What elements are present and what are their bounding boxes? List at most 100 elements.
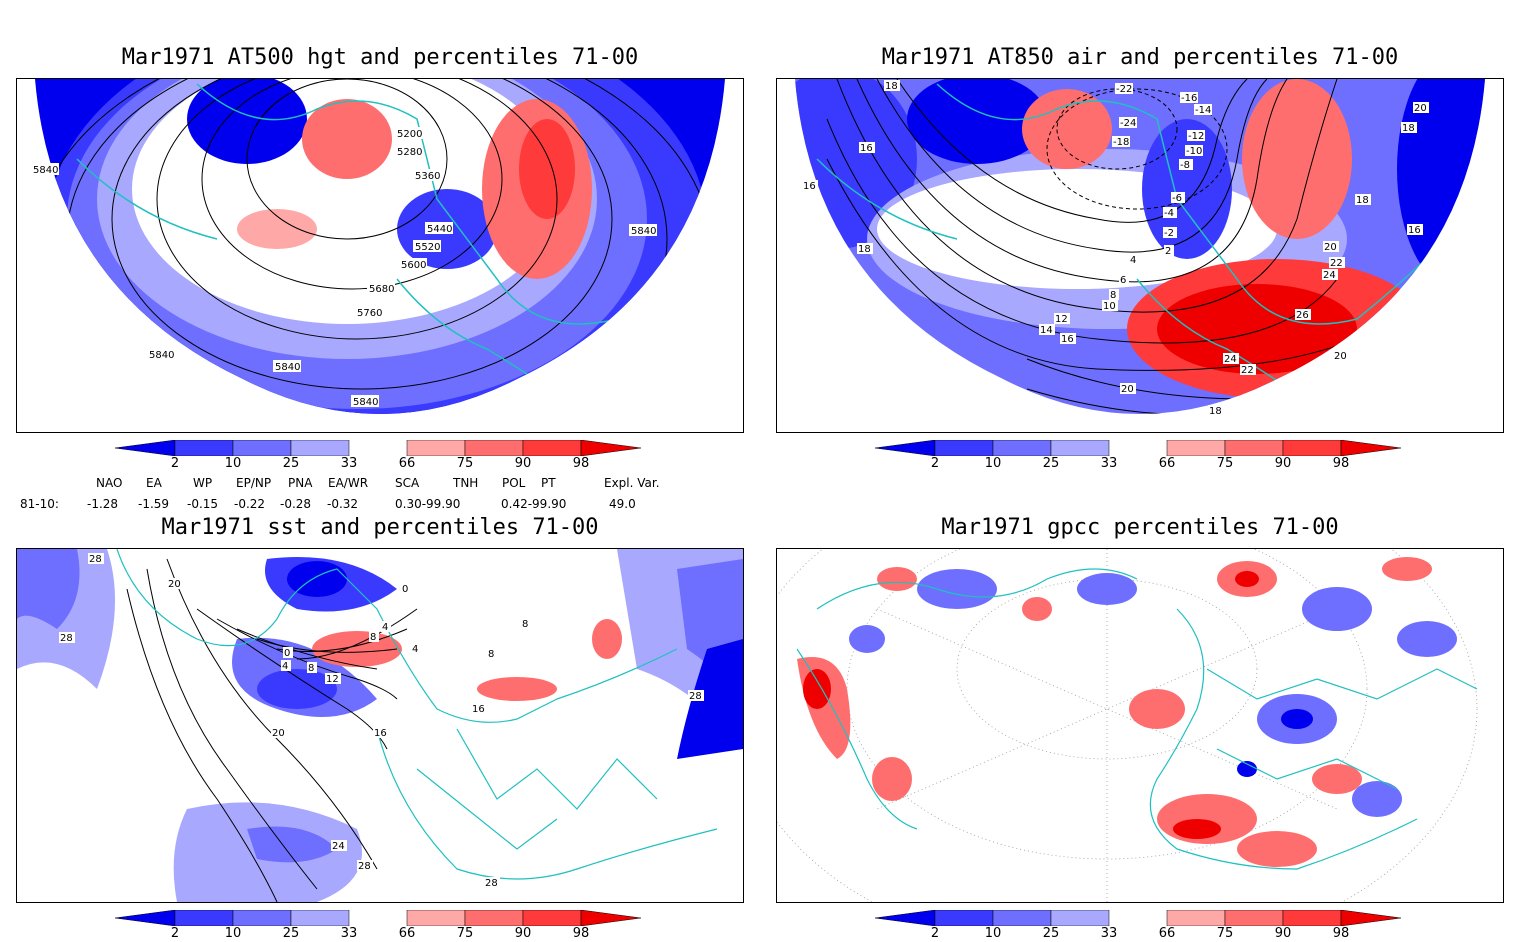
label-6: 6 xyxy=(1119,274,1129,286)
svg-text:5840: 5840 xyxy=(33,165,58,176)
svg-text:16: 16 xyxy=(374,728,387,739)
contour-labels-sst: 28 28 20 0 4 8 12 0 4 8 16 16 20 24 28 2… xyxy=(59,553,704,889)
colorbar-label: 66 xyxy=(1158,456,1176,471)
gpcc-wet-cores xyxy=(803,571,1259,839)
svg-text:5680: 5680 xyxy=(369,284,394,295)
svg-text:20: 20 xyxy=(1334,351,1347,362)
label-minus6: -6 xyxy=(1171,192,1185,204)
label-20-d: 20 xyxy=(1413,102,1429,114)
svg-text:10: 10 xyxy=(1103,301,1116,312)
svg-text:16: 16 xyxy=(1408,225,1421,236)
svg-text:14: 14 xyxy=(1040,325,1053,336)
index-header-nao: NAO xyxy=(96,476,123,490)
label-0-b: 0 xyxy=(401,583,411,595)
svg-text:12: 12 xyxy=(326,674,339,685)
index-header-pna: PNA xyxy=(288,476,313,490)
svg-text:8: 8 xyxy=(370,632,376,643)
teleconnection-indices: NAO EA WP EP/NP PNA EA/WR SCA TNH POL PT… xyxy=(20,474,720,514)
contour-labels-air850: -22 -16 -14 -24 -18 -12 -10 -8 -6 -4 -2 … xyxy=(802,80,1429,417)
index-header-tnh: TNH xyxy=(453,476,479,490)
svg-text:-2: -2 xyxy=(1164,228,1174,239)
label-24-a: 24 xyxy=(1322,269,1338,281)
label-5840-c: 5840 xyxy=(273,360,301,373)
label-20-b: 20 xyxy=(271,727,287,739)
svg-text:24: 24 xyxy=(1323,270,1336,281)
svg-text:8: 8 xyxy=(522,619,528,630)
svg-text:5840: 5840 xyxy=(631,226,656,237)
svg-text:2: 2 xyxy=(1165,246,1171,257)
svg-text:4: 4 xyxy=(412,644,418,655)
label-16-d: 16 xyxy=(1407,224,1423,236)
label-16-b: 16 xyxy=(802,180,818,192)
label-5840-d: 5840 xyxy=(351,395,379,408)
colorbar-hgt500-bar xyxy=(115,440,642,456)
index-header-pt: PT xyxy=(541,476,556,490)
panel-title-gpcc: Mar1971 gpcc percentiles 71-00 xyxy=(941,515,1339,540)
anomaly-high-atlantic xyxy=(237,209,317,249)
anomaly-warm-greenland xyxy=(1022,89,1112,169)
anomaly-high-europe-core xyxy=(519,119,575,219)
svg-text:0: 0 xyxy=(402,584,408,595)
svg-text:-10: -10 xyxy=(1186,146,1202,157)
label-16-c: 16 xyxy=(859,142,875,154)
svg-text:20: 20 xyxy=(1324,242,1337,253)
label-20-c: 20 xyxy=(1333,350,1349,362)
label-18-d: 18 xyxy=(1355,194,1371,206)
svg-text:5280: 5280 xyxy=(397,147,422,158)
colorbar-label: 90 xyxy=(1274,456,1292,471)
label-8-a: 8 xyxy=(307,662,317,674)
colorbar-label: 90 xyxy=(514,926,532,941)
label-8-d: 8 xyxy=(487,648,497,660)
svg-text:18: 18 xyxy=(1356,195,1369,206)
label-14: 14 xyxy=(1039,324,1055,336)
colorbar-label: 33 xyxy=(340,456,358,471)
svg-text:28: 28 xyxy=(89,554,102,565)
index-header-wp: WP xyxy=(193,476,213,490)
label-24-b: 24 xyxy=(1223,353,1239,365)
label-4: 4 xyxy=(1129,254,1139,266)
svg-text:-4: -4 xyxy=(1164,208,1174,219)
svg-text:5360: 5360 xyxy=(415,171,440,182)
label-minus16: -16 xyxy=(1180,92,1198,104)
colorbar-sst-bar xyxy=(115,910,642,926)
colorbar-label: 66 xyxy=(398,926,416,941)
index-value-nao: -1.28 xyxy=(87,497,119,511)
label-28-a: 28 xyxy=(88,553,104,565)
colorbar-label: 98 xyxy=(1332,456,1350,471)
map-hgt500-canvas: 5200 5280 5360 5440 5520 5600 5680 5760 … xyxy=(31,79,725,414)
svg-text:24: 24 xyxy=(332,841,345,852)
label-28-e: 28 xyxy=(688,690,704,702)
label-8: 8 xyxy=(1109,289,1119,301)
label-28-d: 28 xyxy=(484,877,500,889)
svg-text:26: 26 xyxy=(1296,310,1309,321)
colorbar-label: 25 xyxy=(282,926,300,941)
colorbar-gpcc-bar xyxy=(875,910,1402,926)
map-sst: 28 28 20 0 4 8 12 0 4 8 16 16 20 24 28 2… xyxy=(16,548,744,903)
label-0-a: 0 xyxy=(283,647,293,659)
colorbar-label: 10 xyxy=(984,456,1002,471)
svg-text:5840: 5840 xyxy=(149,350,174,361)
colorbar-label: 10 xyxy=(224,926,242,941)
svg-text:24: 24 xyxy=(1224,354,1237,365)
colorbar-label: 98 xyxy=(572,926,590,941)
svg-text:28: 28 xyxy=(689,691,702,702)
label-5280: 5280 xyxy=(395,145,423,158)
svg-text:20: 20 xyxy=(1121,384,1134,395)
label-12: 12 xyxy=(1054,313,1070,325)
label-20-b: 20 xyxy=(1120,383,1136,395)
label-8-c: 8 xyxy=(521,618,531,630)
svg-text:-16: -16 xyxy=(1181,93,1197,104)
svg-text:20: 20 xyxy=(272,728,285,739)
svg-text:-6: -6 xyxy=(1172,193,1182,204)
colorbar-label: 10 xyxy=(224,456,242,471)
svg-text:5760: 5760 xyxy=(357,308,382,319)
index-header-pol: POL xyxy=(502,476,526,490)
colorbar-label: 75 xyxy=(456,456,474,471)
label-4-a: 4 xyxy=(281,660,291,672)
panel-title-sst: Mar1971 sst and percentiles 71-00 xyxy=(161,515,599,540)
svg-text:5440: 5440 xyxy=(427,224,452,235)
label-24: 24 xyxy=(331,840,347,852)
label-5840-b: 5840 xyxy=(147,348,175,361)
label-minus22: -22 xyxy=(1115,83,1133,95)
index-value-wp: -0.15 xyxy=(187,497,219,511)
